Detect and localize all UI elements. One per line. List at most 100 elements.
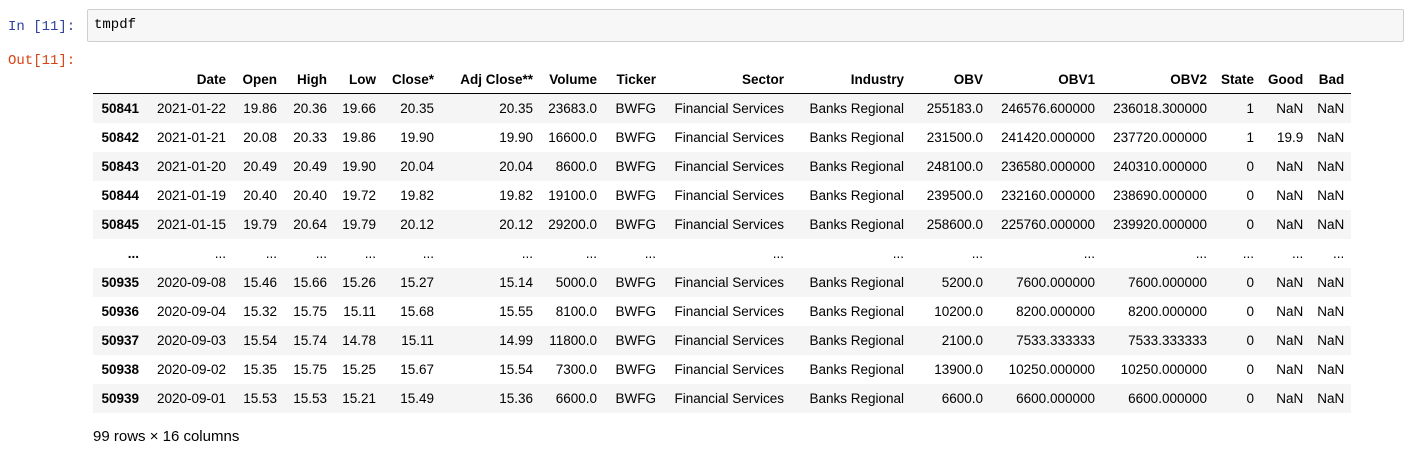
table-cell: ... <box>585 246 597 261</box>
table-cell: NaN <box>1317 101 1345 116</box>
table-cell: 13900.0 <box>934 362 983 377</box>
code-input[interactable]: tmpdf <box>87 9 1404 42</box>
table-cell: Banks Regional <box>809 304 904 319</box>
column-header: Close* <box>383 65 441 94</box>
table-cell: 0 <box>1246 362 1255 377</box>
table-cell: Financial Services <box>674 391 784 406</box>
table-cell: 240310.000000 <box>1113 159 1207 174</box>
table-cell: 15.67 <box>400 362 434 377</box>
table-cell: 19100.0 <box>548 188 597 203</box>
column-header: Adj Close** <box>441 65 540 94</box>
table-cell: 15.66 <box>293 275 327 290</box>
code-text: tmpdf <box>94 17 137 33</box>
row-index: 50844 <box>101 188 139 203</box>
dataframe-output: Date Open High Low Close* Adj Close** Volume Ti… <box>93 65 1352 413</box>
table-cell: ... <box>265 246 277 261</box>
table-cell: 14.78 <box>342 333 376 348</box>
table-cell: NaN <box>1276 159 1304 174</box>
table-cell: 6600.000000 <box>1128 391 1207 406</box>
table-cell: 19.82 <box>400 188 434 203</box>
table-cell: 0 <box>1246 275 1255 290</box>
table-cell: NaN <box>1276 275 1304 290</box>
table-cell: ... <box>772 246 784 261</box>
table-row: 50937 2020-09-03 15.54 15.74 14.78 15.11 14.99… <box>93 326 1352 355</box>
table-cell: 0 <box>1246 188 1255 203</box>
table-cell: ... <box>1333 246 1345 261</box>
table-cell: 15.75 <box>293 362 327 377</box>
table-cell: Financial Services <box>674 275 784 290</box>
table-cell: 23683.0 <box>548 101 597 116</box>
table-cell: 246576.600000 <box>1001 101 1095 116</box>
table-cell: 19.86 <box>243 101 277 116</box>
table-cell: 19.79 <box>342 217 376 232</box>
table-cell: Financial Services <box>674 159 784 174</box>
table-cell: BWFG <box>615 333 657 348</box>
table-cell: ... <box>971 246 983 261</box>
output-prompt: Out[11]: <box>8 53 76 69</box>
column-header: State <box>1214 65 1262 94</box>
column-header: Volume <box>540 65 604 94</box>
table-cell: 5200.0 <box>941 275 983 290</box>
table-cell: 0 <box>1246 217 1255 232</box>
column-header: Good <box>1261 65 1311 94</box>
table-cell: 232160.000000 <box>1001 188 1095 203</box>
table-cell: 20.04 <box>499 159 533 174</box>
table-row: 50842 2021-01-21 20.08 20.33 19.86 19.90 19.90… <box>93 123 1352 152</box>
table-cell: 20.35 <box>400 101 434 116</box>
table-cell: 15.11 <box>343 304 376 319</box>
column-header: Ticker <box>604 65 663 94</box>
table-cell: ... <box>1195 246 1207 261</box>
table-cell: BWFG <box>615 362 657 377</box>
table-cell: 16600.0 <box>548 130 597 145</box>
table-cell: 6600.0 <box>555 391 597 406</box>
table-cell: ... <box>892 246 904 261</box>
table-cell: 241420.000000 <box>1001 130 1095 145</box>
table-cell: 0 <box>1246 304 1255 319</box>
table-cell: 15.54 <box>243 333 277 348</box>
table-cell: 19.90 <box>499 130 533 145</box>
table-cell: 2100.0 <box>941 333 983 348</box>
table-cell: 15.68 <box>400 304 434 319</box>
column-header: Bad <box>1310 65 1352 94</box>
table-cell: NaN <box>1317 391 1345 406</box>
table-cell: 15.53 <box>243 391 277 406</box>
column-header: Low <box>334 65 383 94</box>
table-cell: 11800.0 <box>549 333 597 348</box>
table-cell: NaN <box>1317 362 1345 377</box>
table-cell: 20.33 <box>293 130 327 145</box>
table-cell: 19.86 <box>342 130 376 145</box>
table-cell: NaN <box>1276 391 1304 406</box>
table-cell: 15.55 <box>499 304 533 319</box>
table-cell: 2020-09-03 <box>156 333 226 348</box>
table-cell: Financial Services <box>674 130 784 145</box>
row-index: 50841 <box>101 101 139 116</box>
table-cell: NaN <box>1317 159 1345 174</box>
table-cell: 15.35 <box>243 362 277 377</box>
table-cell: BWFG <box>615 304 657 319</box>
table-cell: 1 <box>1246 130 1255 145</box>
table-cell: 20.36 <box>293 101 327 116</box>
row-index: 50845 <box>101 217 139 232</box>
table-cell: 20.35 <box>499 101 533 116</box>
table-cell: 7600.000000 <box>1128 275 1207 290</box>
table-cell: NaN <box>1317 130 1345 145</box>
row-index: 50843 <box>101 159 139 174</box>
table-cell: 238690.000000 <box>1113 188 1207 203</box>
table-cell: 7600.000000 <box>1016 275 1095 290</box>
table-cell: Banks Regional <box>809 130 904 145</box>
column-header: Open <box>233 65 284 94</box>
table-cell: 10250.000000 <box>1008 362 1095 377</box>
table-cell: 19.79 <box>243 217 277 232</box>
column-header: OBV2 <box>1102 65 1214 94</box>
table-cell: BWFG <box>615 391 657 406</box>
table-header-row: Date Open High Low Close* Adj Close** Volume Ti… <box>93 65 1352 94</box>
table-cell: BWFG <box>615 130 657 145</box>
table-cell: 15.26 <box>342 275 376 290</box>
table-cell: 15.36 <box>499 391 533 406</box>
table-cell: 236580.000000 <box>1001 159 1095 174</box>
table-cell: Banks Regional <box>809 391 904 406</box>
table-cell: BWFG <box>615 101 657 116</box>
row-index: 50842 <box>101 130 139 145</box>
dataframe-shape: 99 rows × 16 columns <box>93 428 240 445</box>
table-cell: 7533.333333 <box>1128 333 1207 348</box>
